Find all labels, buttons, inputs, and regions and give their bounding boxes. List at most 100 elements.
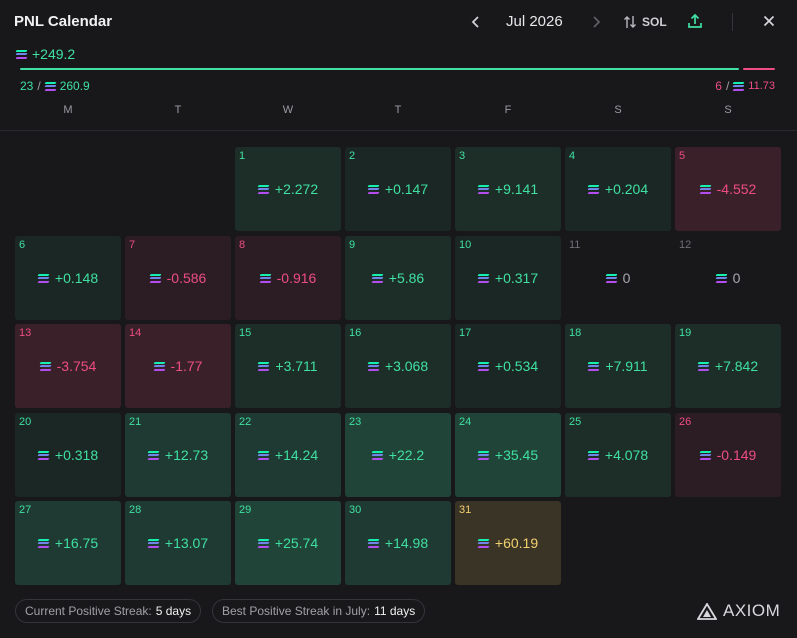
sol-icon xyxy=(477,273,490,283)
day-pnl-value: +7.911 xyxy=(605,358,648,374)
calendar-day-cell[interactable]: 16 +3.068 xyxy=(345,324,451,408)
sol-icon xyxy=(732,81,745,91)
calendar-header: PNL Calendar Jul 2026 SOL xyxy=(0,0,797,44)
day-pnl-value: +14.98 xyxy=(384,535,429,551)
day-number: 7 xyxy=(129,239,136,251)
sol-icon xyxy=(37,450,50,460)
day-pnl: +0.534 xyxy=(455,358,561,374)
sol-icon xyxy=(697,361,710,371)
calendar-day-cell[interactable]: 3 +9.141 xyxy=(455,147,561,231)
current-streak-badge: Current Positive Streak: 5 days xyxy=(15,599,202,623)
sol-icon xyxy=(147,450,160,460)
sol-icon xyxy=(605,273,618,283)
day-number: 10 xyxy=(459,239,472,251)
day-pnl-value: +0.148 xyxy=(54,270,99,286)
sol-icon xyxy=(44,81,57,91)
day-number: 18 xyxy=(569,327,582,339)
close-button[interactable] xyxy=(760,12,778,30)
day-pnl: +0.318 xyxy=(15,447,121,463)
next-month-button[interactable] xyxy=(588,13,604,31)
calendar-day-cell[interactable]: 30 +14.98 xyxy=(345,501,451,585)
weekday-label: M xyxy=(63,104,73,116)
calendar-day-cell[interactable]: 4 +0.204 xyxy=(565,147,671,231)
weekday-label: F xyxy=(504,104,512,116)
calendar-day-cell[interactable]: 26 -0.149 xyxy=(675,413,781,497)
calendar-day-cell[interactable]: 19 +7.842 xyxy=(675,324,781,408)
best-streak-badge: Best Positive Streak in July: 11 days xyxy=(212,599,426,623)
negative-ratio-bar xyxy=(743,68,775,70)
day-number: 23 xyxy=(349,416,362,428)
calendar-day-cell[interactable]: 10 +0.317 xyxy=(455,236,561,320)
calendar-day-cell[interactable]: 28 +13.07 xyxy=(125,501,231,585)
calendar-day-cell[interactable]: 7 -0.586 xyxy=(125,236,231,320)
day-pnl: +25.74 xyxy=(235,535,341,551)
sol-icon xyxy=(39,361,52,371)
negative-total: 11.73 xyxy=(748,80,775,92)
day-number: 16 xyxy=(349,327,362,339)
day-pnl-value: -0.916 xyxy=(276,270,317,286)
day-pnl-value: +3.068 xyxy=(384,358,429,374)
day-number: 9 xyxy=(349,239,356,251)
day-pnl-value: +9.141 xyxy=(494,181,539,197)
calendar-day-cell[interactable]: 21 +12.73 xyxy=(125,413,231,497)
calendar-day-cell[interactable]: 2 +0.147 xyxy=(345,147,451,231)
day-pnl-value: +60.19 xyxy=(494,535,539,551)
day-pnl-value: +14.24 xyxy=(274,447,319,463)
calendar-day-cell[interactable]: 15 +3.711 xyxy=(235,324,341,408)
day-number: 25 xyxy=(569,416,582,428)
sol-icon xyxy=(37,538,50,548)
best-streak-label: Best Positive Streak in July: xyxy=(222,604,371,618)
negative-summary: 6 / 11.73 xyxy=(715,79,775,93)
day-number: 4 xyxy=(569,150,576,162)
negative-days-count: 6 xyxy=(715,79,722,93)
sol-icon xyxy=(367,184,380,194)
day-pnl-value: +13.07 xyxy=(164,535,209,551)
calendar-day-cell[interactable]: 25 +4.078 xyxy=(565,413,671,497)
calendar-day-cell[interactable]: 22 +14.24 xyxy=(235,413,341,497)
day-number: 31 xyxy=(459,504,472,516)
day-pnl: +7.911 xyxy=(565,358,671,374)
day-pnl: +14.24 xyxy=(235,447,341,463)
calendar-day-cell[interactable]: 9 +5.86 xyxy=(345,236,451,320)
sol-icon xyxy=(257,184,270,194)
calendar-day-cell[interactable]: 12 0 xyxy=(675,236,781,320)
day-number: 14 xyxy=(129,327,142,339)
calendar-day-cell[interactable]: 23 +22.2 xyxy=(345,413,451,497)
positive-total: 260.9 xyxy=(59,79,90,93)
sol-icon xyxy=(371,273,384,283)
prev-month-button[interactable] xyxy=(468,13,484,31)
calendar-day-cell[interactable]: 6 +0.148 xyxy=(15,236,121,320)
sol-icon xyxy=(37,273,50,283)
day-pnl-value: 0 xyxy=(732,270,741,286)
calendar-day-cell[interactable]: 14 -1.77 xyxy=(125,324,231,408)
axiom-triangle-icon xyxy=(697,602,717,620)
calendar-day-cell[interactable]: 5 -4.552 xyxy=(675,147,781,231)
sol-icon xyxy=(367,538,380,548)
calendar-day-cell[interactable]: 8 -0.916 xyxy=(235,236,341,320)
share-button[interactable] xyxy=(686,12,704,30)
calendar-day-cell[interactable]: 17 +0.534 xyxy=(455,324,561,408)
calendar-day-cell[interactable]: 31 +60.19 xyxy=(455,501,561,585)
calendar-day-cell[interactable]: 1 +2.272 xyxy=(235,147,341,231)
calendar-day-cell[interactable]: 13 -3.754 xyxy=(15,324,121,408)
calendar-day-cell[interactable]: 11 0 xyxy=(565,236,671,320)
calendar-day-cell[interactable]: 24 +35.45 xyxy=(455,413,561,497)
calendar-day-cell[interactable]: 27 +16.75 xyxy=(15,501,121,585)
day-pnl-value: +25.74 xyxy=(274,535,319,551)
day-pnl: +12.73 xyxy=(125,447,231,463)
calendar-day-cell[interactable]: 29 +25.74 xyxy=(235,501,341,585)
day-pnl: -1.77 xyxy=(125,358,231,374)
day-pnl-value: +12.73 xyxy=(164,447,209,463)
day-pnl-value: +0.318 xyxy=(54,447,99,463)
calendar-day-cell[interactable]: 20 +0.318 xyxy=(15,413,121,497)
day-pnl: +4.078 xyxy=(565,447,671,463)
currency-toggle-button[interactable]: SOL xyxy=(623,13,667,31)
chevron-left-icon xyxy=(471,16,479,28)
sol-icon xyxy=(367,361,380,371)
sol-icon xyxy=(587,450,600,460)
calendar-day-cell[interactable]: 18 +7.911 xyxy=(565,324,671,408)
day-number: 17 xyxy=(459,327,472,339)
sol-icon xyxy=(477,184,490,194)
sol-icon xyxy=(257,538,270,548)
day-pnl: +2.272 xyxy=(235,181,341,197)
